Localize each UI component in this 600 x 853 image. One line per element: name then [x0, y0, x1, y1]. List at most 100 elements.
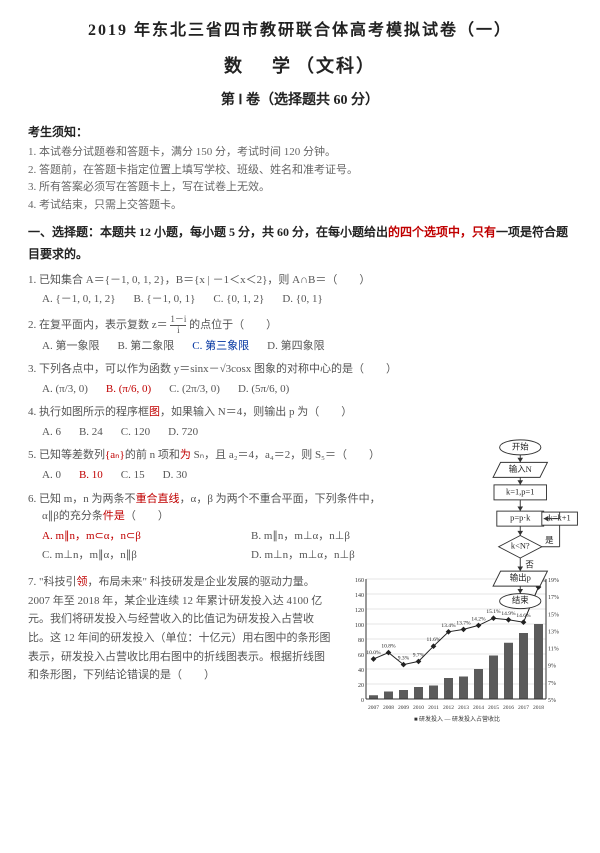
- q1-options: A. {－1, 0, 1, 2} B. {－1, 0, 1} C. {0, 1,…: [28, 291, 572, 309]
- flowchart-svg: 开始输入Nk=1,p=1p=p·kk=k+1k<N?输出p结束否是: [464, 438, 584, 616]
- q1-opt-a: A. {－1, 0, 1, 2}: [42, 291, 116, 309]
- svg-text:是: 是: [545, 535, 554, 545]
- q6-opt-a: A. m∥n，m⊂α，n⊂β: [42, 528, 233, 546]
- q2-frac-bot: i: [170, 325, 186, 336]
- main-title: 2019 年东北三省四市教研联合体高考模拟试卷（一）: [28, 18, 572, 44]
- q2-options: A. 第一象限 B. 第二象限 C. 第三象限 D. 第四象限: [28, 338, 572, 356]
- q7-text: 7. "科技引领，布局未来" 科技研发是企业发展的驱动力量。2007 年至 20…: [28, 573, 332, 685]
- notice-item: 1. 本试卷分试题卷和答题卡，满分 150 分，考试时间 120 分钟。: [28, 144, 572, 162]
- q6-line2-post: （ ）: [125, 510, 169, 522]
- subject-title: 数 学（文科）: [28, 52, 572, 81]
- q6-red1: 重合直线: [136, 493, 180, 505]
- svg-text:40: 40: [358, 668, 364, 674]
- notice-item: 2. 答题前，在答题卡指定位置上填写学校、班级、姓名和准考证号。: [28, 162, 572, 180]
- notice-list: 1. 本试卷分试题卷和答题卡，满分 150 分，考试时间 120 分钟。 2. …: [28, 144, 572, 214]
- q3-opt-c: C. (2π/3, 0): [169, 381, 220, 399]
- q5-opt-c: C. 15: [121, 467, 145, 485]
- svg-text:160: 160: [355, 578, 364, 584]
- q1-opt-b: B. {－1, 0, 1}: [134, 291, 196, 309]
- svg-text:开始: 开始: [512, 441, 529, 451]
- q6-opt-c: C. m⊥n，m∥α，n∥β: [42, 547, 233, 565]
- subject: 数 学: [224, 56, 296, 76]
- svg-text:■ 研发投入 — 研发投入占营收比: ■ 研发投入 — 研发投入占营收比: [414, 715, 500, 723]
- svg-text:60: 60: [358, 653, 364, 659]
- svg-text:11%: 11%: [548, 647, 559, 653]
- q2-opt-c: C. 第三象限: [192, 338, 249, 356]
- q2-opt-b: B. 第二象限: [117, 338, 174, 356]
- svg-text:2014: 2014: [473, 705, 484, 711]
- q1-opt-d: D. {0, 1}: [282, 291, 323, 309]
- q1-stem: 1. 已知集合 A＝{－1, 0, 1, 2}，B＝{x | －1＜x＜2}，则…: [28, 272, 572, 290]
- q5-red2: 为: [180, 449, 191, 461]
- q2-frac-top: 1－i: [170, 314, 186, 324]
- notice-heading: 考生须知：: [28, 123, 572, 142]
- q7-body: ，布局未来" 科技研发是企业发展的驱动力量。2007 年至 2018 年，某企业…: [28, 576, 331, 681]
- svg-text:140: 140: [355, 593, 364, 599]
- svg-text:2016: 2016: [503, 705, 514, 711]
- svg-text:k<N?: k<N?: [511, 541, 530, 551]
- q3-opt-d: D. (5π/6, 0): [238, 381, 289, 399]
- svg-text:k=1,p=1: k=1,p=1: [506, 486, 534, 496]
- q5-opt-a: A. 0: [42, 467, 61, 485]
- svg-text:13.4%: 13.4%: [441, 623, 456, 629]
- svg-text:9%: 9%: [548, 664, 556, 670]
- q6-line2-red: 件是: [103, 510, 125, 522]
- q7-red: 领: [77, 576, 88, 588]
- q5-red1: {aₙ}: [105, 449, 125, 461]
- svg-text:13%: 13%: [548, 629, 559, 635]
- q4-opt-d: D. 720: [168, 424, 198, 442]
- svg-text:2008: 2008: [383, 705, 394, 711]
- q2-pre: 2. 在复平面内，表示复数 z＝: [28, 319, 168, 331]
- q4-opt-a: A. 6: [42, 424, 61, 442]
- svg-text:2015: 2015: [488, 705, 499, 711]
- q5-pre: 5. 已知等差数列: [28, 449, 105, 461]
- volume-title: 第 Ⅰ 卷（选择题共 60 分）: [28, 90, 572, 112]
- subject-paren: （文科）: [296, 56, 376, 76]
- svg-text:否: 否: [525, 559, 534, 569]
- svg-text:输入N: 输入N: [509, 464, 532, 474]
- q2-opt-a: A. 第一象限: [42, 338, 99, 356]
- svg-text:结束: 结束: [512, 595, 529, 605]
- q5-opt-b: B. 10: [79, 467, 103, 485]
- q5-opt-d: D. 30: [163, 467, 187, 485]
- q1-opt-c: C. {0, 1, 2}: [213, 291, 264, 309]
- q3-opt-a: A. (π/3, 0): [42, 381, 88, 399]
- q3-opt-b: B. (π/6, 0): [106, 381, 151, 399]
- q4-red: 图: [149, 406, 160, 418]
- section-1-header: 一、选择题：本题共 12 小题，每小题 5 分，共 60 分，在每小题给出的四个…: [28, 222, 572, 265]
- svg-text:11.6%: 11.6%: [426, 637, 440, 643]
- q4-pre: 4. 执行如图所示的程序框: [28, 406, 149, 418]
- flowchart: 开始输入Nk=1,p=1p=p·kk=k+1k<N?输出p结束否是: [464, 438, 584, 622]
- svg-text:2018: 2018: [533, 705, 544, 711]
- q5-post: Sₙ，且 a₂＝4，a₄＝2，则 S₅＝（ ）: [191, 449, 380, 461]
- q3-stem: 3. 下列各点中，可以作为函数 y＝sinx－√3cosx 图象的对称中心的是（…: [28, 361, 572, 379]
- q4-post: ，如果输入 N＝4，则输出 p 为（ ）: [160, 406, 352, 418]
- q4-opt-c: C. 120: [121, 424, 150, 442]
- q6-opt-b: B. m∥n，m⊥α，n⊥β: [251, 528, 442, 546]
- svg-text:输出p: 输出p: [510, 573, 531, 583]
- svg-text:5%: 5%: [548, 698, 556, 704]
- svg-text:100: 100: [355, 623, 364, 629]
- svg-text:2013: 2013: [458, 705, 469, 711]
- svg-text:2007: 2007: [368, 705, 379, 711]
- q6-opt-d: D. m⊥n，m⊥α，n⊥β: [251, 547, 442, 565]
- q4-opt-b: B. 24: [79, 424, 103, 442]
- svg-text:10.0%: 10.0%: [366, 650, 381, 656]
- q6-mid: ，α，β 为两个不重合平面，下列条件中，: [180, 493, 381, 505]
- svg-text:2011: 2011: [428, 705, 439, 711]
- svg-text:2017: 2017: [518, 705, 529, 711]
- svg-text:2010: 2010: [413, 705, 424, 711]
- q6-line2-pre: α∥β的充分条: [28, 510, 103, 522]
- svg-text:20: 20: [358, 683, 364, 689]
- svg-text:9.3%: 9.3%: [398, 656, 410, 662]
- notice-item: 4. 考试结束，只需上交答题卡。: [28, 197, 572, 215]
- q6-pre: 6. 已知 m，n 为两条不: [28, 493, 136, 505]
- svg-text:120: 120: [355, 608, 364, 614]
- svg-text:7%: 7%: [548, 681, 556, 687]
- svg-text:0: 0: [361, 698, 364, 704]
- q3-options: A. (π/3, 0) B. (π/6, 0) C. (2π/3, 0) D. …: [28, 381, 572, 399]
- notice-item: 3. 所有答案必须写在答题卡上，写在试卷上无效。: [28, 179, 572, 197]
- svg-text:2012: 2012: [443, 705, 454, 711]
- q4-stem: 4. 执行如图所示的程序框图，如果输入 N＝4，则输出 p 为（ ）: [28, 404, 572, 422]
- svg-text:2009: 2009: [398, 705, 409, 711]
